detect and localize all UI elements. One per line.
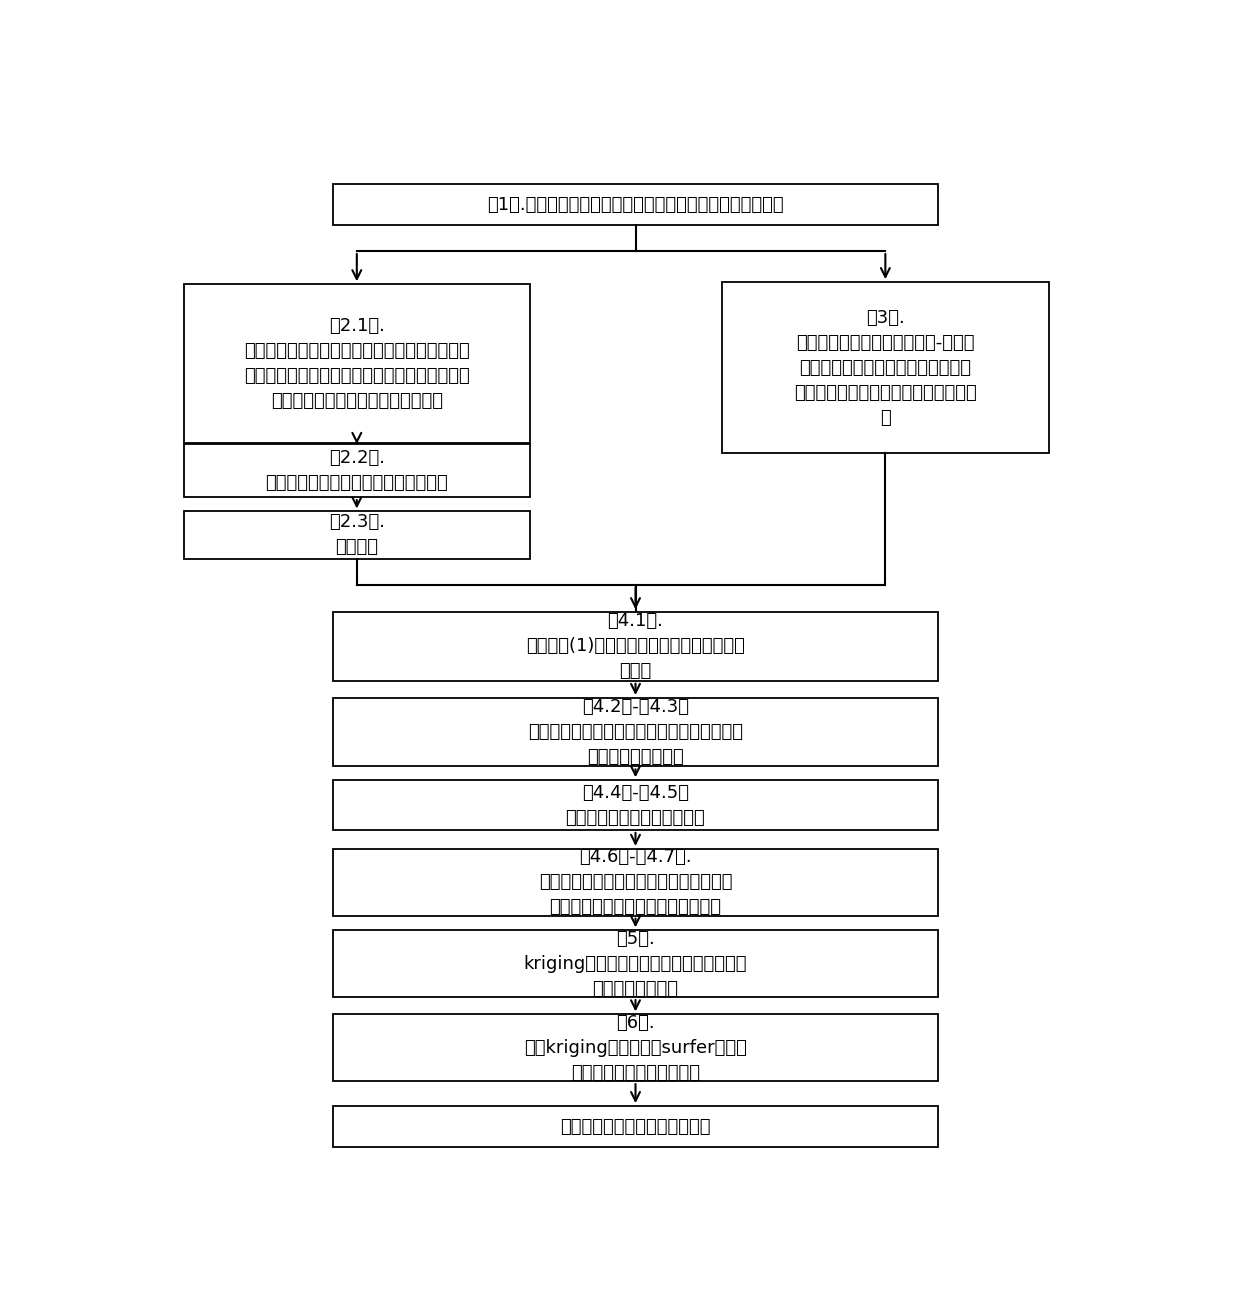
Bar [332, 698, 939, 766]
Bar [332, 849, 939, 916]
Bar [332, 930, 939, 997]
Bar [722, 283, 1049, 453]
Text: 达到监控实时化和可视化的效果: 达到监控实时化和可视化的效果 [560, 1118, 711, 1135]
Bar [332, 781, 939, 830]
Text: （4.6）-（4.7）.
对钢筋笼垂向和侧向的计算结果、支撑的
形变结果进行修正统一（第三部分）: （4.6）-（4.7）. 对钢筋笼垂向和侧向的计算结果、支撑的 形变结果进行修正… [538, 849, 733, 916]
Bar [184, 444, 529, 497]
Text: （5）.
kriging插值法得到光纤沿线上各监测点之
间的变形受力情况: （5）. kriging插值法得到光纤沿线上各监测点之 间的变形受力情况 [523, 930, 748, 997]
Bar [184, 511, 529, 558]
Text: （3）.
支撑采用表面粘贴法形成支撑-轴向光
纤传感的传感网络，同时铺设无需预
拉、绑扎固定的作为温度补偿的监测光
纤: （3）. 支撑采用表面粘贴法形成支撑-轴向光 纤传感的传感网络，同时铺设无需预 … [794, 309, 977, 427]
Bar [184, 284, 529, 443]
Text: （2.1）.
对地下连续墙采用内部植入法，垂向、环向上粘
贴铺设光纤形成传感网络，同时铺设无需预拉、
绑扎固定的作为温度补偿的监测光纤: （2.1）. 对地下连续墙采用内部植入法，垂向、环向上粘 贴铺设光纤形成传感网络… [244, 317, 470, 410]
Text: （1）.对地下连续墙的钢筋笼、支撑进行打磨处理等准备工作: （1）.对地下连续墙的钢筋笼、支撑进行打磨处理等准备工作 [487, 196, 784, 214]
Text: （2.2）.
将布设好垂向、环向光纤的钢筋笼下放: （2.2）. 将布设好垂向、环向光纤的钢筋笼下放 [265, 449, 448, 493]
Text: （6）.
基于kriging插值法利用surfer的图形
输出功能生成三维影像云图: （6）. 基于kriging插值法利用surfer的图形 输出功能生成三维影像云… [525, 1013, 746, 1081]
Text: （2.3）.
灌注成墙: （2.3）. 灌注成墙 [329, 514, 384, 556]
Text: （4.2）-（4.3）
地下连续墙钢筋笼各个位置处垂向和侧向的位
移计算（第一部分）: （4.2）-（4.3） 地下连续墙钢筋笼各个位置处垂向和侧向的位 移计算（第一部… [528, 698, 743, 766]
Bar [332, 1106, 939, 1147]
Text: （4.1）.
利用公式(1)计算实际应变值，消除温度带来
的影响: （4.1）. 利用公式(1)计算实际应变值，消除温度带来 的影响 [526, 612, 745, 681]
Bar [332, 184, 939, 226]
Text: （4.4）-（4.5）
支撑的形变计算（第二部分）: （4.4）-（4.5） 支撑的形变计算（第二部分） [565, 783, 706, 827]
Bar [332, 612, 939, 681]
Bar [332, 1014, 939, 1081]
